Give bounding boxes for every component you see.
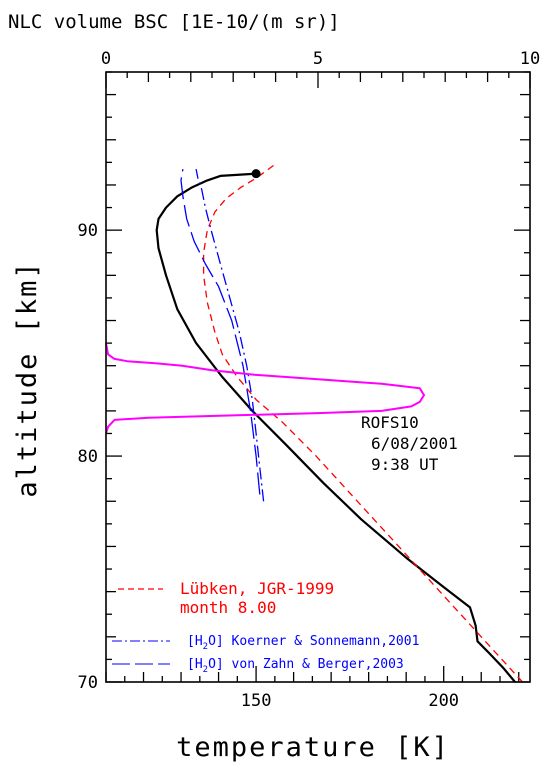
- y-axis-title: altitude [km]: [12, 260, 43, 497]
- tick-labels: 150 200 0 5 10 70 80 90: [78, 49, 541, 711]
- series-line-1: [202, 164, 523, 683]
- axis-ticks: [105, 71, 531, 683]
- top-axis-title: NLC volume BSC [1E-10/(m sr)]: [8, 11, 340, 33]
- legend-blue-dashdot-label: [H2O] Koerner & Sonnemann,2001: [187, 634, 419, 652]
- annotation-line-3: 9:38 UT: [371, 455, 439, 474]
- legend-blue-longdash-label: [H2O] von Zahn & Berger,2003: [187, 657, 404, 675]
- y-tick-label: 90: [78, 221, 98, 241]
- profile-end-point: [251, 169, 261, 179]
- plot-frame: [105, 71, 531, 683]
- top-tick-label: 10: [520, 49, 540, 69]
- x-tick-label: 200: [428, 691, 459, 711]
- series-line-4: [105, 342, 425, 434]
- y-tick-label: 70: [78, 673, 98, 693]
- top-tick-label: 5: [313, 49, 323, 69]
- legend-red-label-2: month 8.00: [180, 598, 276, 617]
- y-tick-label: 80: [78, 447, 98, 467]
- series-layer: [105, 164, 523, 683]
- series-line-2: [195, 168, 265, 502]
- top-tick-label: 0: [101, 49, 111, 69]
- annotation-line-1: ROFS10: [361, 413, 419, 432]
- series-line-0: [155, 172, 516, 683]
- x-tick-label: 150: [241, 691, 272, 711]
- x-axis-title: temperature [K]: [176, 732, 450, 763]
- legend-red-label-1: Lübken, JGR-1999: [180, 579, 334, 598]
- annotation-line-2: 6/08/2001: [371, 434, 458, 453]
- series-line-3: [180, 168, 261, 495]
